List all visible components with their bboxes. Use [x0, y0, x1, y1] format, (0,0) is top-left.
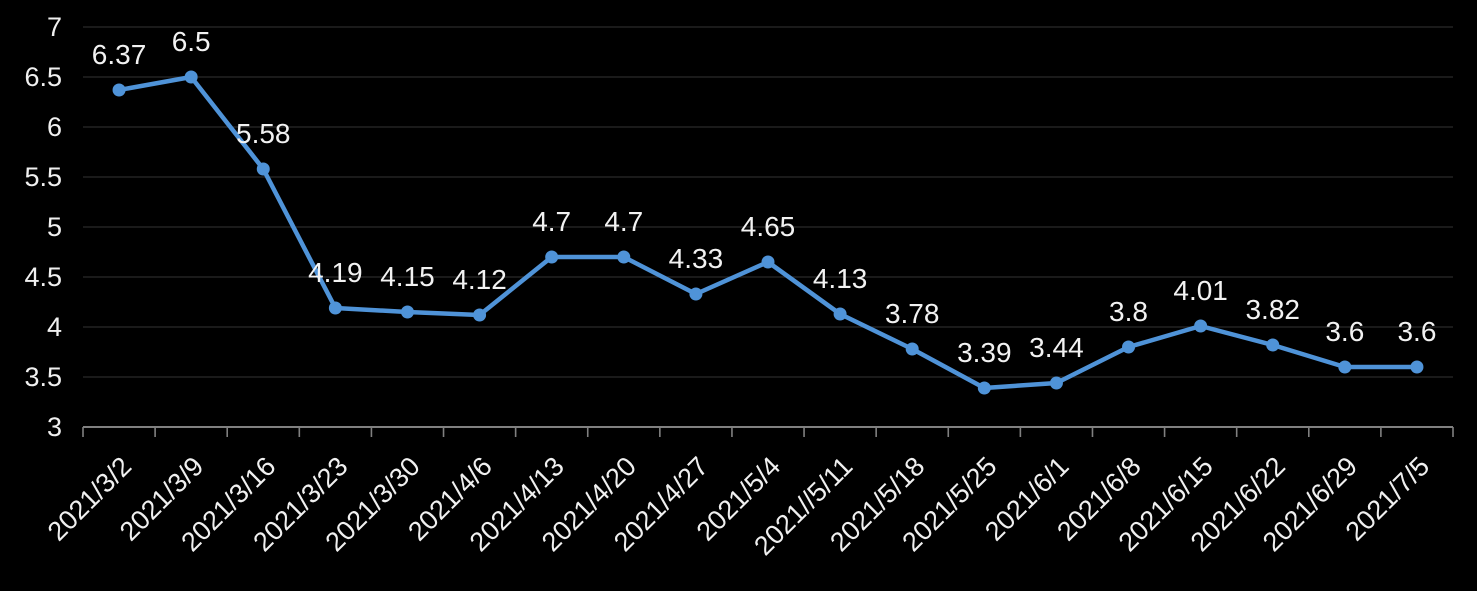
- data-point: [1122, 340, 1136, 354]
- data-point: [1338, 360, 1352, 374]
- data-label: 4.15: [380, 261, 435, 292]
- data-label: 6.5: [172, 26, 211, 57]
- data-point: [400, 305, 414, 319]
- data-label: 4.7: [532, 206, 571, 237]
- data-point: [328, 301, 342, 315]
- data-label: 3.44: [1029, 332, 1084, 363]
- y-axis-tick-label: 5: [47, 212, 62, 242]
- data-point: [905, 342, 919, 356]
- data-label: 4.01: [1173, 275, 1228, 306]
- data-label: 4.7: [604, 206, 643, 237]
- y-axis-tick-label: 6.5: [24, 62, 62, 92]
- y-axis-tick-label: 5.5: [24, 162, 62, 192]
- data-point: [617, 250, 631, 264]
- data-label: 3.8: [1109, 296, 1148, 327]
- data-point: [256, 162, 270, 176]
- data-point: [1410, 360, 1424, 374]
- data-label: 3.82: [1245, 294, 1300, 325]
- y-axis-tick-label: 4.5: [24, 262, 62, 292]
- data-label: 4.13: [813, 263, 868, 294]
- y-axis-tick-label: 4: [47, 312, 62, 342]
- data-point: [833, 307, 847, 321]
- data-point: [977, 381, 991, 395]
- data-label: 3.6: [1397, 316, 1436, 347]
- data-point: [689, 287, 703, 301]
- y-axis-tick-label: 3: [47, 412, 62, 442]
- y-axis-tick-label: 6: [47, 112, 62, 142]
- data-point: [184, 70, 198, 84]
- data-point: [112, 83, 126, 97]
- data-point: [761, 255, 775, 269]
- data-point: [1049, 376, 1063, 390]
- data-label: 4.19: [308, 257, 363, 288]
- data-label: 4.12: [452, 264, 507, 295]
- data-label: 5.58: [236, 118, 291, 149]
- data-label: 6.37: [92, 39, 147, 70]
- data-label: 3.78: [885, 298, 940, 329]
- data-point: [473, 308, 487, 322]
- y-axis-tick-label: 3.5: [24, 362, 62, 392]
- y-axis-tick-label: 7: [47, 12, 62, 42]
- data-label: 3.6: [1325, 316, 1364, 347]
- data-label: 4.33: [669, 243, 724, 274]
- data-label: 4.65: [741, 211, 796, 242]
- data-point: [545, 250, 559, 264]
- data-point: [1194, 319, 1208, 333]
- data-point: [1266, 338, 1280, 352]
- data-label: 3.39: [957, 337, 1012, 368]
